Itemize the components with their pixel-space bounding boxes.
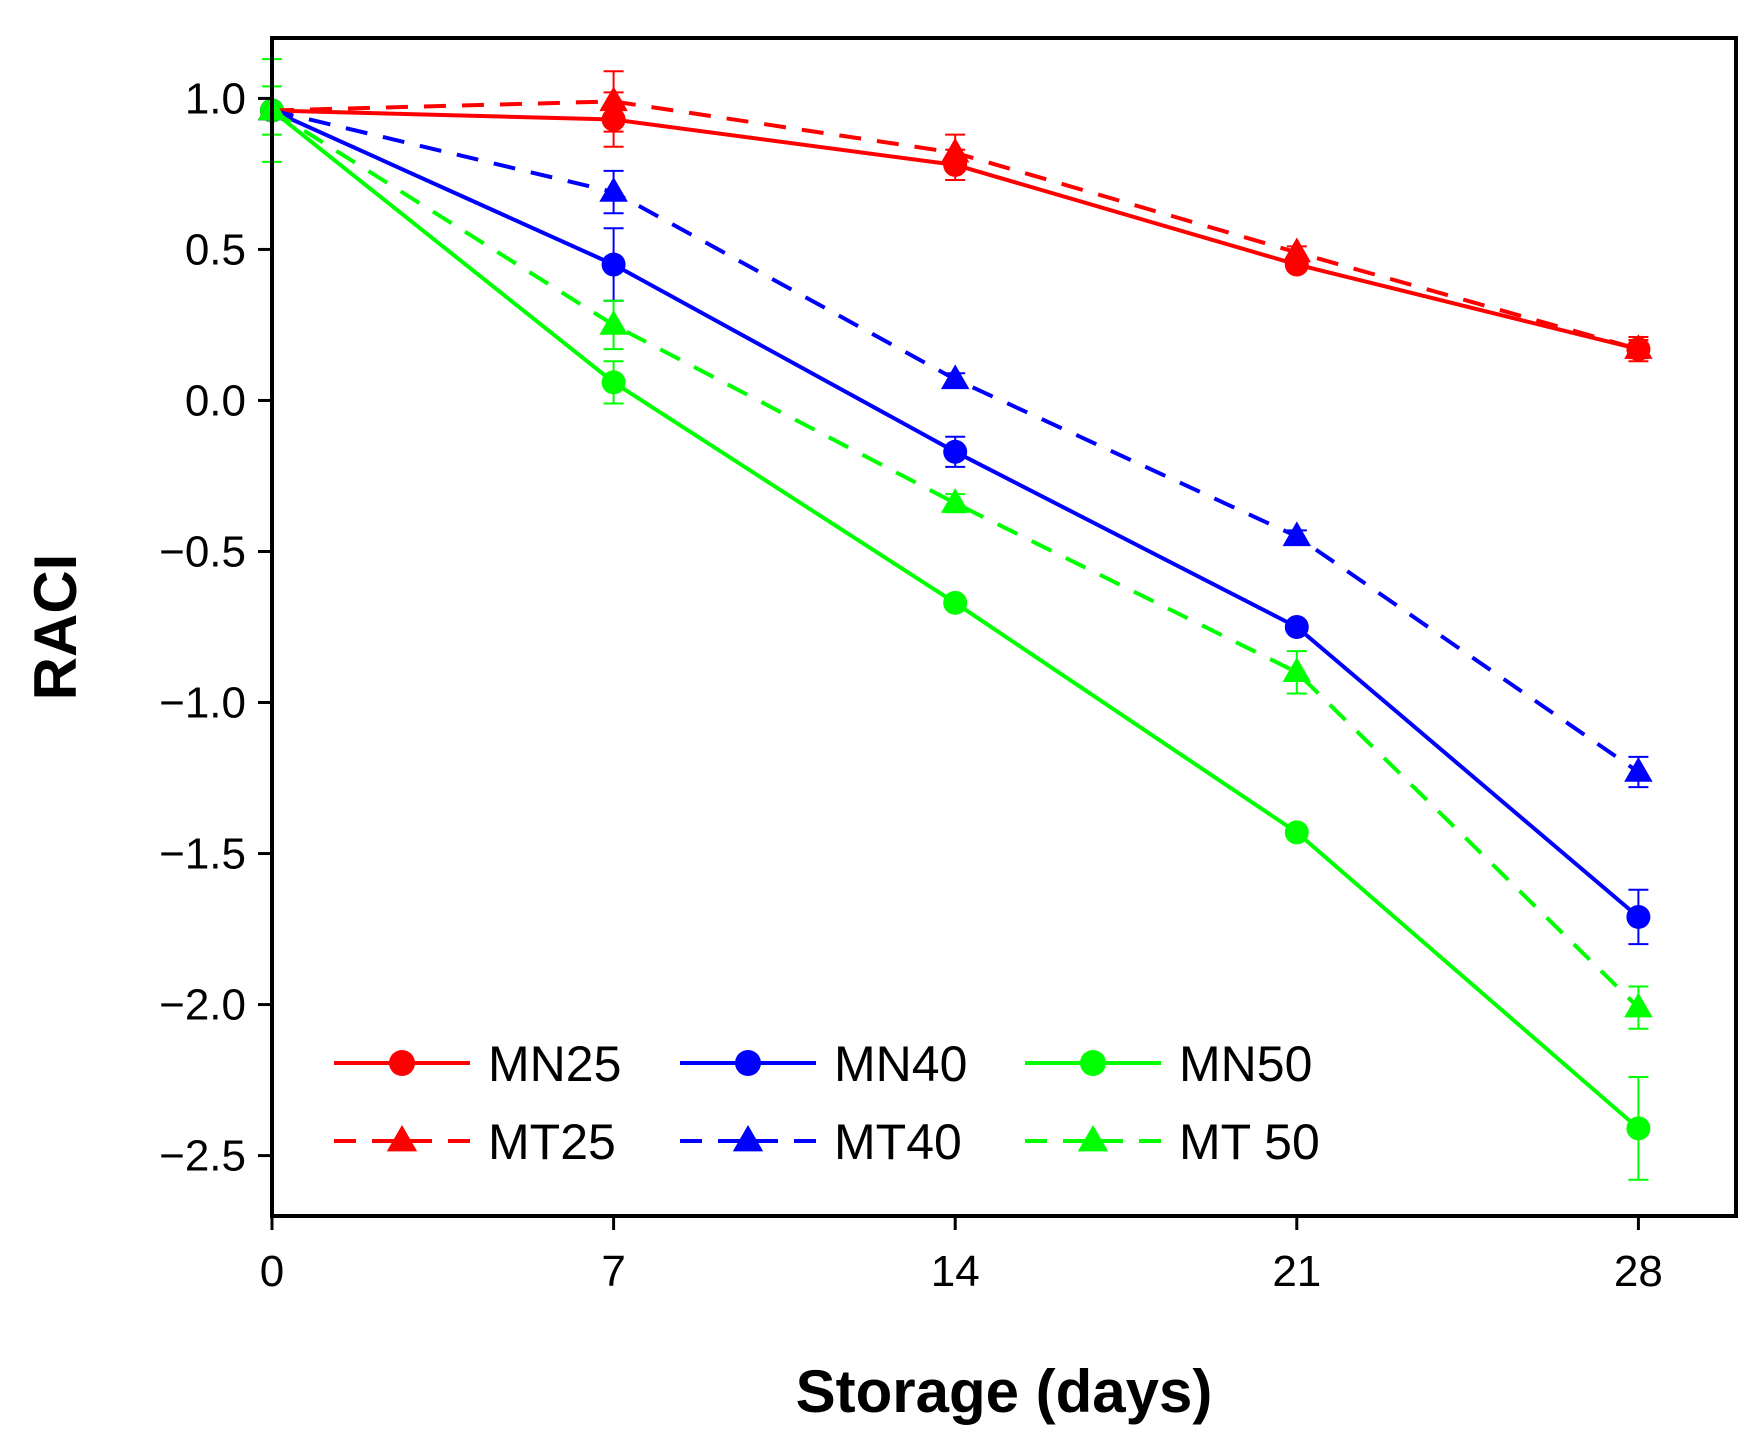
- legend-item: MN40: [680, 1036, 967, 1092]
- legend-label: MN50: [1179, 1036, 1312, 1092]
- y-tick-label: −2.5: [159, 1132, 246, 1181]
- data-point: [940, 364, 970, 390]
- x-tick-label: 21: [1272, 1247, 1321, 1296]
- data-point: [1624, 756, 1653, 782]
- data-point: [940, 137, 970, 163]
- data-point: [1626, 1116, 1651, 1141]
- legend-item: MT40: [680, 1114, 962, 1170]
- data-point: [1626, 904, 1651, 929]
- data-point: [1624, 992, 1653, 1018]
- data-point: [599, 177, 628, 202]
- legend-marker: [1080, 1050, 1106, 1076]
- y-tick-label: −2.0: [159, 981, 246, 1030]
- data-point: [1282, 657, 1312, 683]
- series-mt40: [257, 95, 1653, 789]
- y-tick-label: 0.5: [185, 225, 246, 274]
- data-point: [1282, 521, 1312, 547]
- data-point: [1284, 615, 1309, 639]
- legend-label: MT 50: [1179, 1114, 1320, 1170]
- y-tick-label: −1.0: [159, 679, 246, 728]
- data-point: [1284, 820, 1309, 845]
- y-tick-label: −1.5: [159, 830, 246, 879]
- y-axis-title: RACI: [22, 554, 89, 701]
- series-mn25: [260, 91, 1651, 363]
- data-point: [601, 252, 626, 277]
- series-line: [270, 108, 1640, 1130]
- series-line: [271, 108, 1640, 919]
- data-point: [943, 590, 968, 615]
- legend-item: MT 50: [1025, 1114, 1320, 1170]
- legend-label: MT40: [834, 1114, 962, 1170]
- series-mt50: [257, 85, 1653, 1030]
- plot-marks: [257, 58, 1653, 1181]
- legend-label: MN40: [834, 1036, 967, 1092]
- legend-item: MN25: [334, 1036, 621, 1092]
- legend-marker: [389, 1050, 415, 1076]
- data-point: [601, 370, 626, 395]
- legend-label: MT25: [488, 1114, 616, 1170]
- x-tick-label: 7: [601, 1247, 625, 1296]
- legend-marker: [735, 1050, 761, 1076]
- x-axis-title: Storage (days): [796, 1358, 1213, 1425]
- legend-marker: [732, 1125, 764, 1152]
- plot-frame: [270, 36, 1738, 1218]
- x-tick-label: 14: [931, 1247, 980, 1296]
- legend-marker: [386, 1125, 418, 1152]
- y-tick-label: 0.0: [185, 376, 246, 425]
- legend-item: MN50: [1025, 1036, 1312, 1092]
- x-tick-label: 28: [1614, 1247, 1663, 1296]
- data-point: [940, 488, 970, 513]
- legend-label: MN25: [488, 1036, 621, 1092]
- data-point: [943, 439, 968, 464]
- x-tick-label: 0: [260, 1247, 284, 1296]
- legend-item: MT25: [334, 1114, 616, 1170]
- data-point: [599, 309, 628, 335]
- series-mn50: [260, 58, 1651, 1181]
- y-tick-label: −0.5: [159, 527, 246, 576]
- data-point: [1624, 334, 1653, 359]
- data-point: [599, 86, 628, 112]
- y-axis: 1.0 0.5 0.0 −0.5 −1.0 −1.5 −2.0 −2.5: [159, 74, 272, 1181]
- series-line: [270, 108, 1640, 1010]
- legend: MN25 MN40 MN50 MT25 MT40 MT 50: [334, 1036, 1320, 1170]
- y-tick-label: 1.0: [185, 74, 246, 123]
- legend-marker: [1077, 1125, 1109, 1152]
- data-point: [1282, 237, 1312, 263]
- x-axis: 0 7 14 21 28: [260, 1216, 1663, 1296]
